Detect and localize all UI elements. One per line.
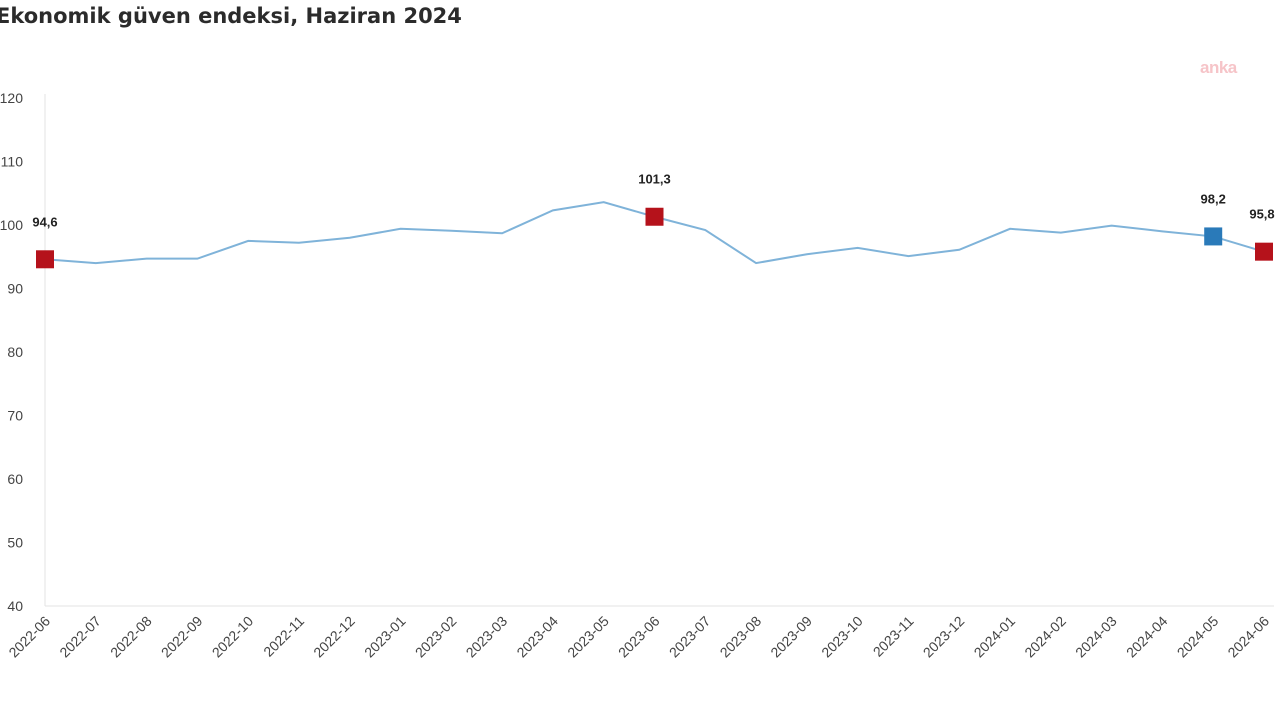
data-label: 101,3 [638, 172, 671, 187]
data-label: 95,8 [1249, 207, 1274, 222]
data-label: 98,2 [1201, 191, 1226, 206]
x-tick-label: 2024-02 [1021, 613, 1069, 661]
watermark-logo: anka [1200, 58, 1237, 77]
x-tick-label: 2023-12 [920, 613, 968, 661]
x-tick-label: 2024-01 [971, 613, 1019, 661]
y-tick-label: 90 [7, 281, 23, 297]
data-label: 94,6 [32, 214, 57, 229]
x-tick-label: 2023-07 [666, 613, 714, 661]
x-tick-label: 2022-09 [158, 613, 206, 661]
highlight-marker [1204, 227, 1223, 246]
highlight-marker [1255, 242, 1273, 261]
x-tick-label: 2023-04 [513, 613, 561, 661]
x-tick-label: 2023-03 [463, 613, 511, 661]
y-tick-label: 110 [1, 154, 24, 170]
x-tick-label: 2023-11 [870, 613, 917, 660]
x-tick-label: 2023-09 [767, 613, 815, 661]
x-tick-label: 2022-08 [107, 613, 155, 661]
y-tick-label: 80 [7, 344, 23, 360]
x-tick-label: 2023-10 [818, 613, 866, 661]
x-tick-label: 2023-08 [717, 613, 765, 661]
x-tick-label: 2022-12 [310, 613, 358, 661]
y-tick-label: 60 [7, 471, 23, 487]
x-tick-label: 2022-06 [5, 613, 53, 661]
x-tick-label: 2024-03 [1072, 613, 1120, 661]
y-tick-label: 40 [7, 598, 23, 614]
highlight-marker [36, 250, 54, 269]
highlight-marker [645, 207, 664, 226]
x-tick-label: 2023-02 [412, 613, 460, 661]
x-tick-label: 2024-04 [1123, 613, 1171, 661]
y-tick-label: 120 [0, 90, 23, 106]
x-tick-label: 2023-01 [361, 613, 409, 661]
chart-title: Ekonomik güven endeksi, Haziran 2024 [0, 4, 462, 28]
x-tick-label: 2024-06 [1224, 613, 1272, 661]
x-tick-label: 2022-10 [209, 613, 257, 661]
x-tick-label: 2022-11 [260, 613, 307, 660]
x-tick-label: 2023-05 [564, 613, 612, 661]
x-tick-label: 2022-07 [56, 613, 104, 661]
y-tick-label: 50 [7, 535, 23, 551]
x-tick-label: 2024-05 [1174, 613, 1222, 661]
y-tick-label: 70 [7, 408, 23, 424]
y-tick-label: 100 [0, 217, 23, 233]
x-tick-label: 2023-06 [615, 613, 663, 661]
